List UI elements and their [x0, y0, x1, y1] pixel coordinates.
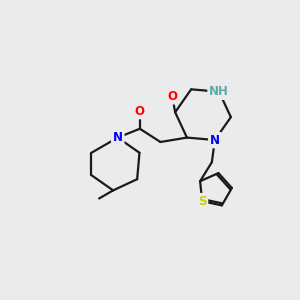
Text: S: S [198, 195, 206, 208]
Text: N: N [210, 134, 220, 146]
Text: NH: NH [209, 85, 229, 98]
Text: N: N [113, 131, 123, 144]
Text: O: O [135, 105, 145, 118]
Text: O: O [167, 90, 177, 103]
